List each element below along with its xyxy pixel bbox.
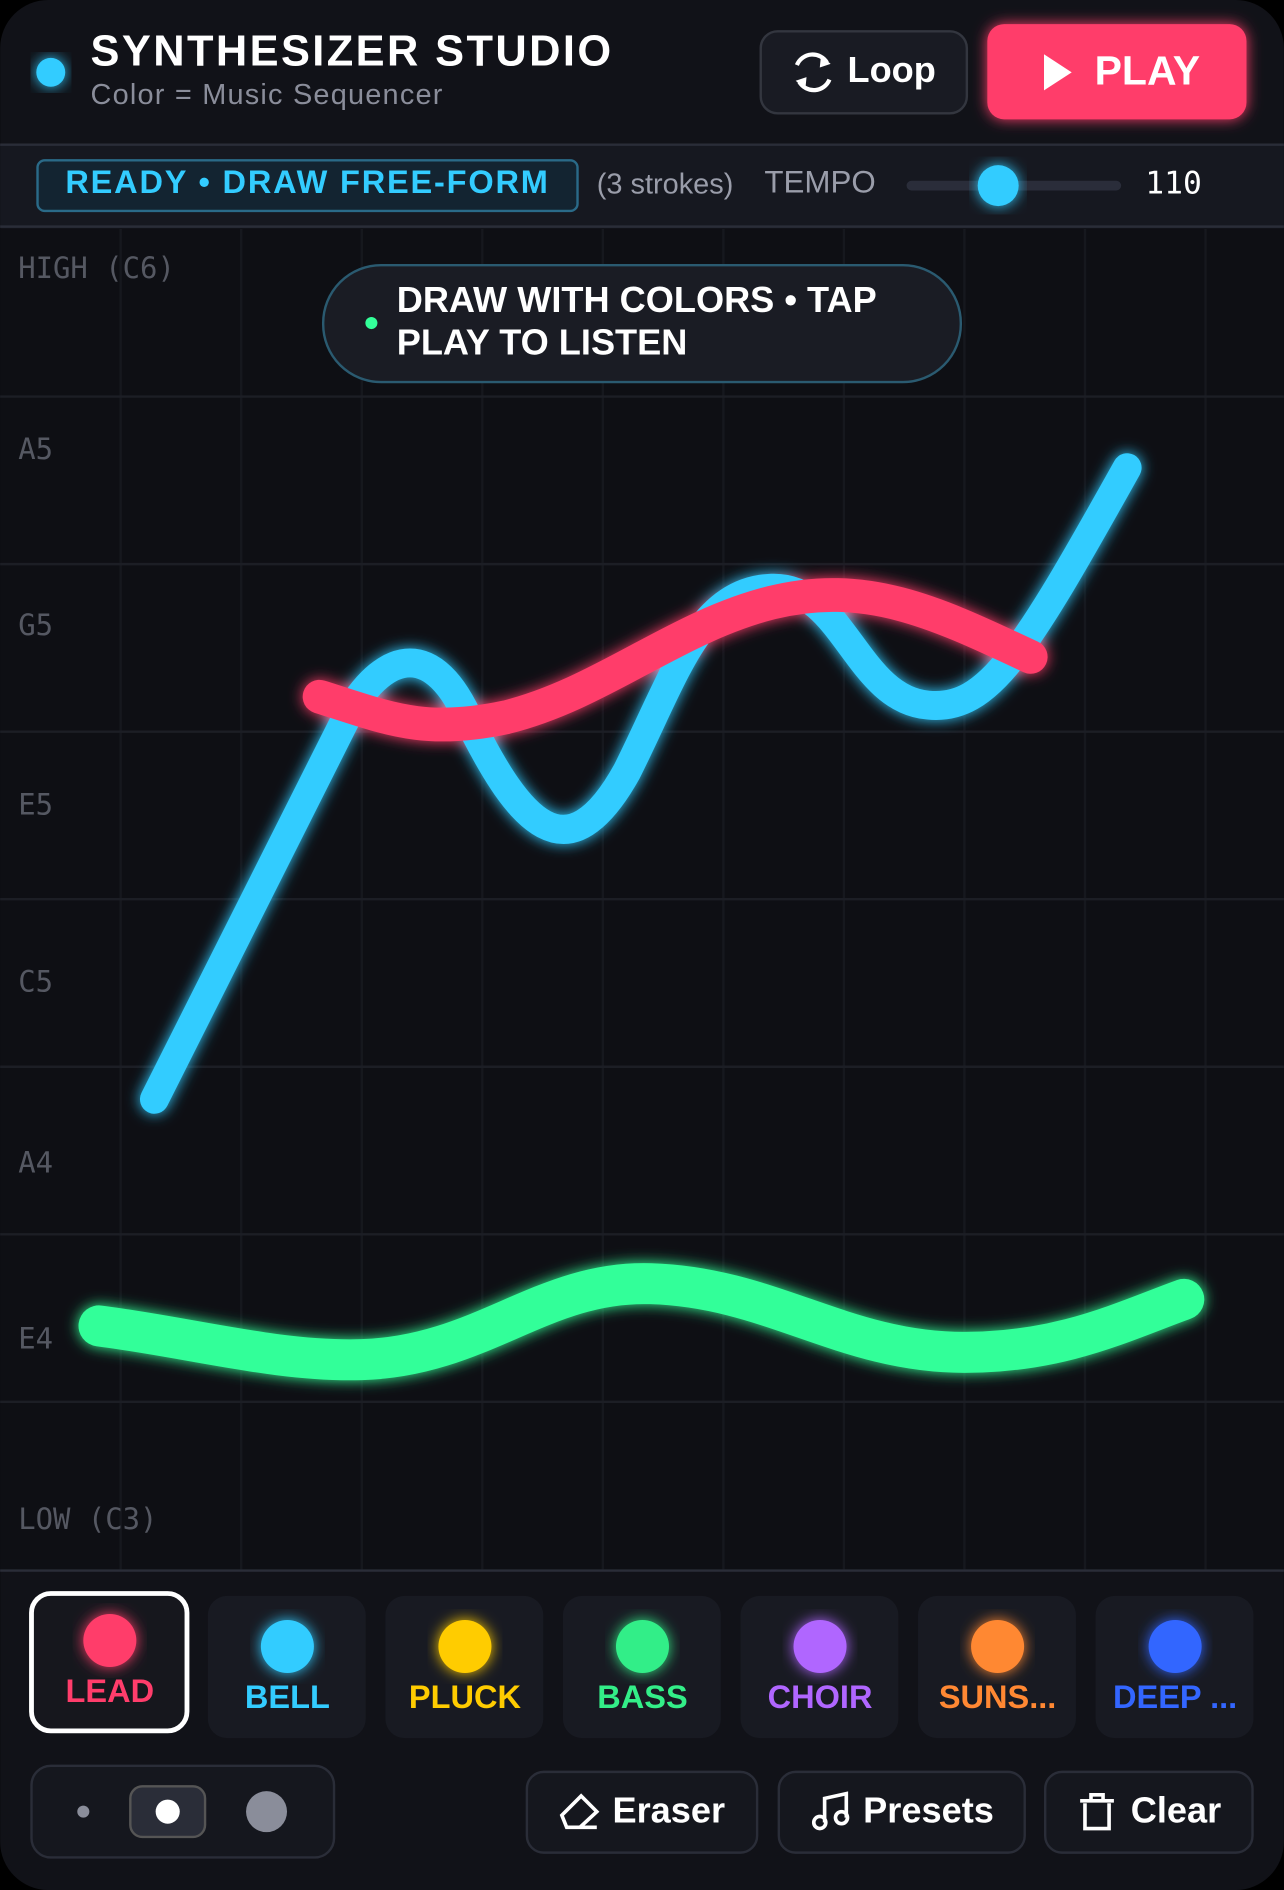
instrument-tile[interactable]: BELL <box>207 1595 366 1739</box>
play-label: PLAY <box>1095 47 1201 93</box>
instrument-swatch <box>83 1613 137 1668</box>
instrument-swatch <box>438 1620 492 1674</box>
instrument-label: LEAD <box>66 1673 155 1709</box>
lead-stroke <box>302 578 1048 742</box>
instrument-label: DEEP ... <box>1113 1679 1237 1715</box>
tool-label: Presets <box>863 1789 994 1830</box>
tool-label: Clear <box>1131 1789 1221 1830</box>
strokes <box>78 453 1205 1381</box>
instrument-swatch <box>971 1620 1025 1674</box>
brush-size <box>30 1764 336 1859</box>
stroke-count: (3 strokes) <box>597 168 734 200</box>
status-dot <box>36 57 66 87</box>
title: SYNTHESIZER STUDIO <box>91 28 614 76</box>
status-badge-text: READY • DRAW FREE-FORM <box>65 164 549 200</box>
clear-button[interactable]: Clear <box>1043 1770 1254 1854</box>
drawing-canvas[interactable] <box>0 229 1284 1570</box>
instrument-swatch <box>615 1620 669 1674</box>
instrument-label: PLUCK <box>409 1679 522 1715</box>
loop-button[interactable]: Loop <box>759 30 969 115</box>
tempo-slider[interactable] <box>906 165 1122 207</box>
note-label: A5 <box>18 432 53 466</box>
instrument-swatch <box>260 1620 314 1674</box>
status-badge <box>36 159 579 213</box>
tempo-value: 110 <box>1145 165 1202 201</box>
note-label: E5 <box>18 787 53 821</box>
instrument-tile[interactable]: PLUCK <box>385 1595 544 1739</box>
instrument-label: BELL <box>245 1679 330 1715</box>
subtitle: Color = Music Sequencer <box>91 79 444 111</box>
note-label: C5 <box>18 965 53 999</box>
loop-icon-arrows <box>795 55 831 90</box>
size-medium-dot <box>155 1799 180 1824</box>
instrument-label: BASS <box>597 1679 687 1715</box>
hint-line: PLAY TO LISTEN <box>397 321 688 362</box>
note-label: LOW (C3) <box>18 1502 157 1536</box>
presets-button[interactable]: Presets <box>777 1770 1026 1854</box>
instrument-tile[interactable]: BASS <box>562 1595 721 1739</box>
tempo-label: TEMPO <box>764 165 875 200</box>
note-label: E4 <box>18 1321 53 1355</box>
play-icon <box>1043 54 1072 91</box>
loop-label: Loop <box>848 49 936 90</box>
tool-label: Eraser <box>612 1789 725 1830</box>
instrument-tile[interactable]: SUNS... <box>918 1595 1076 1739</box>
hint-line: DRAW WITH COLORS • TAP <box>397 279 877 320</box>
hint-pill: DRAW WITH COLORS • TAP PLAY TO LISTEN <box>321 263 963 384</box>
size-small[interactable] <box>77 1805 90 1818</box>
play-button[interactable]: PLAY <box>987 24 1247 120</box>
bass-stroke <box>78 1263 1205 1381</box>
instrument-tile[interactable]: DEEP ... <box>1095 1595 1254 1739</box>
instrument-label: SUNS... <box>939 1679 1056 1715</box>
instrument-tile[interactable]: LEAD <box>29 1591 190 1734</box>
note-label: HIGH (C6) <box>18 251 175 285</box>
note-label: G5 <box>18 608 53 642</box>
instrument-label: CHOIR <box>768 1679 873 1715</box>
instrument-swatch <box>1148 1620 1202 1674</box>
size-large[interactable] <box>246 1791 288 1833</box>
instrument-tile[interactable]: CHOIR <box>740 1595 899 1739</box>
eraser-button[interactable]: Eraser <box>525 1770 759 1854</box>
instrument-swatch <box>793 1620 847 1674</box>
note-label: A4 <box>18 1145 53 1179</box>
